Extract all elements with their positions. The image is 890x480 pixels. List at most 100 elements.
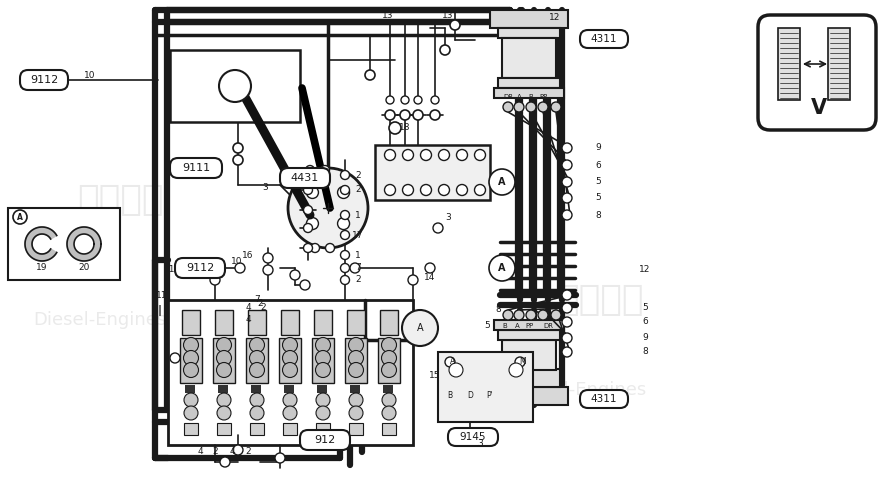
- Text: 11: 11: [157, 290, 167, 300]
- Circle shape: [249, 350, 264, 365]
- Circle shape: [316, 406, 330, 420]
- Text: 4: 4: [245, 302, 251, 312]
- Circle shape: [489, 255, 515, 281]
- Bar: [383, 385, 393, 393]
- Circle shape: [283, 393, 297, 407]
- Text: 9111: 9111: [182, 163, 210, 173]
- Circle shape: [562, 193, 572, 203]
- Bar: [180, 338, 202, 383]
- Text: 14: 14: [425, 274, 436, 283]
- Circle shape: [382, 362, 397, 377]
- Text: 7: 7: [255, 296, 260, 304]
- Circle shape: [233, 155, 243, 165]
- FancyBboxPatch shape: [170, 158, 222, 178]
- Bar: [246, 338, 268, 383]
- Text: 912: 912: [314, 435, 336, 445]
- Text: 2: 2: [355, 170, 360, 180]
- Text: 7: 7: [355, 264, 360, 273]
- Circle shape: [183, 337, 198, 352]
- Text: 4: 4: [198, 447, 203, 456]
- Text: 2: 2: [212, 447, 218, 456]
- Circle shape: [562, 333, 572, 343]
- Circle shape: [184, 393, 198, 407]
- Circle shape: [219, 70, 251, 102]
- Circle shape: [457, 149, 467, 160]
- Circle shape: [13, 210, 27, 224]
- Circle shape: [414, 96, 422, 104]
- Bar: [498, 369, 560, 387]
- Circle shape: [183, 362, 198, 377]
- Text: DR: DR: [543, 323, 553, 329]
- Circle shape: [303, 243, 312, 252]
- Circle shape: [526, 310, 536, 320]
- Text: 13: 13: [382, 12, 393, 21]
- Circle shape: [320, 166, 329, 175]
- Circle shape: [551, 102, 561, 112]
- Circle shape: [382, 337, 397, 352]
- Circle shape: [515, 357, 525, 367]
- FancyBboxPatch shape: [300, 430, 350, 450]
- Bar: [213, 338, 235, 383]
- Bar: [312, 338, 334, 383]
- Circle shape: [341, 230, 350, 240]
- Bar: [250, 423, 264, 435]
- Bar: [494, 320, 564, 330]
- Text: 9112: 9112: [186, 263, 214, 273]
- Text: 5: 5: [484, 321, 490, 329]
- Text: 13: 13: [442, 12, 454, 21]
- Circle shape: [382, 406, 396, 420]
- Circle shape: [311, 243, 320, 252]
- Text: A: A: [450, 358, 456, 367]
- Circle shape: [384, 184, 395, 195]
- Circle shape: [341, 251, 350, 260]
- Text: 10: 10: [85, 72, 96, 81]
- Circle shape: [514, 310, 524, 320]
- Circle shape: [217, 393, 231, 407]
- Circle shape: [400, 110, 410, 120]
- Circle shape: [303, 185, 312, 194]
- Circle shape: [275, 453, 285, 463]
- Text: 11: 11: [165, 265, 175, 275]
- Text: 8: 8: [642, 348, 648, 357]
- Circle shape: [349, 393, 363, 407]
- Bar: [498, 78, 560, 88]
- Circle shape: [216, 337, 231, 352]
- Bar: [317, 385, 327, 393]
- FancyBboxPatch shape: [448, 428, 498, 446]
- Bar: [8, 208, 120, 280]
- Circle shape: [449, 363, 463, 377]
- Circle shape: [349, 406, 363, 420]
- Circle shape: [216, 350, 231, 365]
- FancyBboxPatch shape: [580, 30, 628, 48]
- Circle shape: [233, 445, 243, 455]
- Polygon shape: [74, 234, 94, 254]
- Circle shape: [315, 362, 330, 377]
- Circle shape: [425, 263, 435, 273]
- Circle shape: [562, 160, 572, 170]
- Text: PP: PP: [538, 94, 547, 100]
- Text: |: |: [158, 304, 162, 315]
- Polygon shape: [25, 227, 57, 261]
- Bar: [778, 28, 800, 100]
- Bar: [350, 385, 360, 393]
- Text: PP: PP: [526, 323, 534, 329]
- Text: A: A: [514, 323, 520, 329]
- Circle shape: [349, 350, 363, 365]
- Bar: [316, 423, 330, 435]
- Circle shape: [220, 457, 230, 467]
- Bar: [494, 88, 564, 98]
- Circle shape: [474, 149, 486, 160]
- Bar: [185, 385, 195, 393]
- Circle shape: [250, 406, 264, 420]
- Circle shape: [538, 102, 548, 112]
- Circle shape: [282, 337, 297, 352]
- Circle shape: [303, 205, 312, 215]
- Bar: [345, 338, 367, 383]
- Bar: [182, 310, 200, 335]
- Text: 5: 5: [595, 193, 601, 203]
- Circle shape: [384, 149, 395, 160]
- Text: 4431: 4431: [291, 173, 320, 183]
- Circle shape: [305, 166, 314, 175]
- Text: 9: 9: [642, 334, 648, 343]
- Circle shape: [538, 310, 548, 320]
